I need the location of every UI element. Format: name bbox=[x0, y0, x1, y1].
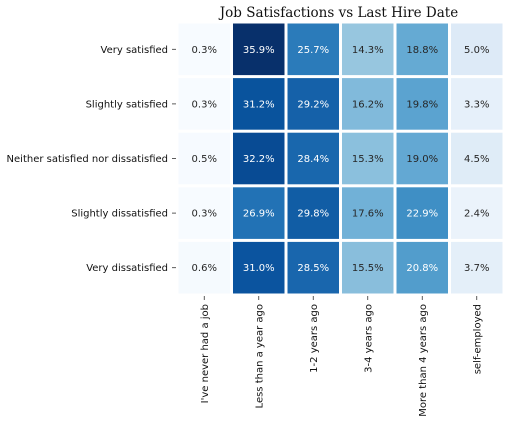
heatmap-cell bbox=[342, 78, 394, 130]
heatmap-cell bbox=[233, 132, 285, 185]
cell-value-label: 19.8% bbox=[406, 99, 438, 110]
heatmap-cell bbox=[451, 78, 503, 130]
cell-value-label: 28.4% bbox=[297, 154, 329, 165]
cell-value-label: 4.5% bbox=[464, 154, 489, 165]
cell-value-label: 35.9% bbox=[243, 45, 275, 56]
cell-value-label: 15.3% bbox=[352, 154, 384, 165]
cell-value-label: 31.2% bbox=[243, 99, 275, 110]
heatmap-cell bbox=[396, 132, 448, 185]
heatmap-cell bbox=[178, 241, 230, 294]
cell-value-label: 22.9% bbox=[406, 209, 438, 220]
heatmap-cell bbox=[396, 241, 448, 294]
cell-value-label: 0.3% bbox=[192, 45, 217, 56]
chart-title: Job Satisfactions vs Last Hire Date bbox=[218, 5, 458, 21]
cell-value-label: 3.7% bbox=[464, 263, 489, 274]
heatmap-cell bbox=[233, 187, 285, 239]
heatmap-cell bbox=[287, 23, 339, 76]
heatmap-cell bbox=[233, 241, 285, 294]
column-label: Less than a year ago bbox=[254, 304, 265, 408]
heatmap-cell bbox=[178, 187, 230, 239]
row-label: Slightly satisfied bbox=[86, 99, 168, 110]
column-labels: I've never had a job Less than a year ago… bbox=[200, 296, 483, 417]
column-label: I've never had a job bbox=[200, 304, 211, 403]
cell-value-label: 17.6% bbox=[352, 209, 384, 220]
heatmap-cell bbox=[178, 78, 230, 130]
heatmap-cell bbox=[342, 132, 394, 185]
cell-value-label: 5.0% bbox=[464, 45, 489, 56]
heatmap-cell bbox=[451, 187, 503, 239]
heatmap-cell bbox=[233, 78, 285, 130]
heatmap-cell bbox=[287, 132, 339, 185]
heatmap-cell bbox=[451, 241, 503, 294]
heatmap-cells: 0.3% 35.9% 25.7% 14.3% 18.8% 5.0% 0.3% 31.2% 29.… bbox=[178, 23, 503, 294]
cell-value-label: 19.0% bbox=[406, 154, 438, 165]
heatmap-cell bbox=[287, 78, 339, 130]
cell-value-label: 28.5% bbox=[297, 263, 329, 274]
column-label: 3-4 years ago bbox=[363, 304, 374, 373]
cell-value-label: 18.8% bbox=[406, 45, 438, 56]
cell-value-label: 2.4% bbox=[464, 209, 489, 220]
cell-value-label: 0.3% bbox=[192, 209, 217, 220]
heatmap-cell bbox=[178, 132, 230, 185]
cell-value-label: 29.2% bbox=[297, 99, 329, 110]
cell-value-label: 31.0% bbox=[243, 263, 275, 274]
cell-value-label: 0.6% bbox=[192, 263, 217, 274]
cell-value-label: 3.3% bbox=[464, 99, 489, 110]
cell-value-label: 15.5% bbox=[352, 263, 384, 274]
heatmap-cell bbox=[342, 241, 394, 294]
heatmap-cell bbox=[342, 187, 394, 239]
heatmap-cell bbox=[178, 23, 230, 76]
row-label: Very satisfied bbox=[101, 45, 168, 56]
cell-value-label: 0.3% bbox=[192, 99, 217, 110]
heatmap-cell bbox=[396, 78, 448, 130]
row-label: Neither satisfied nor dissatisfied bbox=[7, 154, 168, 165]
row-labels: Very satisfied Slightly satisfied Neither … bbox=[7, 45, 176, 274]
heatmap-cell bbox=[451, 23, 503, 76]
cell-value-label: 29.8% bbox=[297, 209, 329, 220]
cell-value-label: 20.8% bbox=[406, 263, 438, 274]
cell-value-label: 26.9% bbox=[243, 209, 275, 220]
cell-value-label: 25.7% bbox=[297, 45, 329, 56]
column-label: 1-2 years ago bbox=[309, 304, 320, 373]
heatmap-cell bbox=[396, 187, 448, 239]
cell-value-label: 32.2% bbox=[243, 154, 275, 165]
cell-value-label: 16.2% bbox=[352, 99, 384, 110]
row-label: Very dissatisfied bbox=[86, 263, 168, 274]
heatmap-cell bbox=[233, 23, 285, 76]
column-label: self-employed bbox=[472, 304, 483, 374]
cell-value-label: 14.3% bbox=[352, 45, 384, 56]
heatmap-cell bbox=[287, 241, 339, 294]
heatmap-cell bbox=[342, 23, 394, 76]
column-label: More than 4 years ago bbox=[418, 304, 429, 417]
heatmap-cell bbox=[396, 23, 448, 76]
heatmap-cell bbox=[287, 187, 339, 239]
cell-value-label: 0.5% bbox=[192, 154, 217, 165]
heatmap-cell bbox=[451, 132, 503, 185]
row-label: Slightly dissatisfied bbox=[71, 209, 168, 220]
